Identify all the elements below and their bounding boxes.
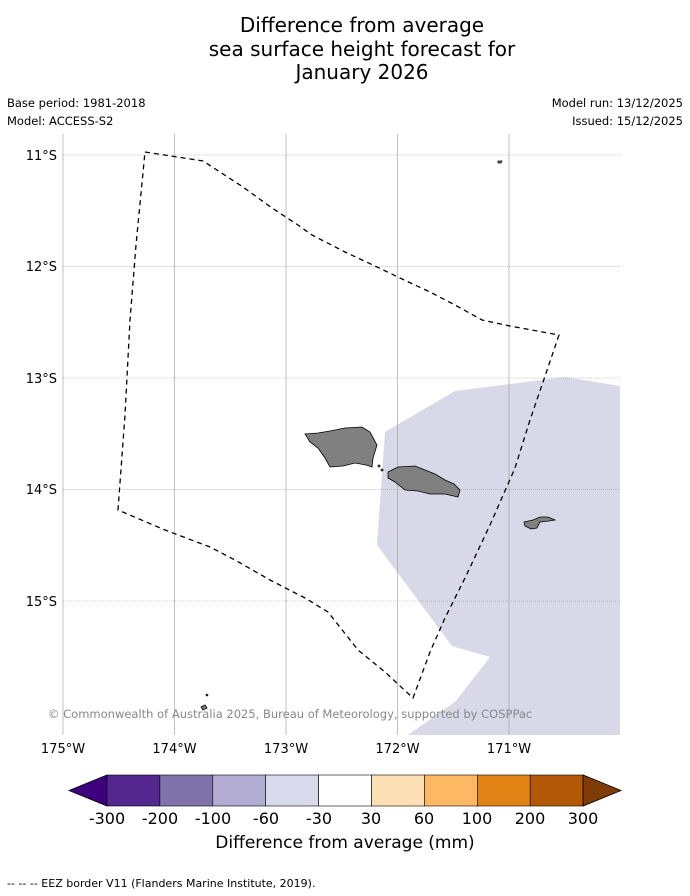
colorbar-bin-3: [212, 774, 267, 807]
island-north-islet: [497, 160, 503, 164]
lon-tick-173: 173°W: [264, 742, 308, 757]
lon-tick-labels: 175°W 174°W 173°W 172°W 171°W: [41, 742, 531, 757]
meta-left: Base period: 1981-2018 Model: ACCESS-S2: [7, 94, 146, 130]
cb-tick-4: -30: [306, 809, 332, 828]
colorbar-bin-6: [371, 774, 425, 807]
lon-tick-172: 172°W: [375, 742, 419, 757]
cb-tick-8: 200: [515, 809, 546, 828]
colorbar-bin-2: [159, 774, 214, 807]
issued-label: Issued: 15/12/2025: [572, 114, 683, 128]
cb-tick-0: -300: [89, 809, 125, 828]
colorbar-bin-1: [106, 774, 161, 807]
land: [200, 160, 557, 711]
colorbar-bin-4: [265, 774, 319, 807]
lon-tick-175: 175°W: [41, 742, 85, 757]
title-line-3: January 2026: [295, 60, 429, 84]
colorbar-extend-high: [582, 774, 623, 807]
cb-tick-6: 60: [414, 809, 434, 828]
meta-right: Model run: 13/12/2025 Issued: 15/12/2025: [552, 94, 683, 130]
cb-tick-5: 30: [361, 809, 381, 828]
title-line-2: sea surface height forecast for: [208, 36, 516, 61]
eez-footnote: -- -- -- EEZ border V11 (Flanders Marine…: [7, 877, 316, 890]
eez-border: [117, 151, 560, 700]
island-savaii: [304, 426, 378, 468]
lat-tick-12: 12°S: [26, 260, 57, 275]
lat-tick-11: 11°S: [26, 149, 57, 164]
copyright-text: © Commonwealth of Australia 2025, Bureau…: [48, 707, 532, 721]
cb-tick-1: -200: [142, 809, 178, 828]
island-upolu: [387, 465, 461, 498]
colorbar: [67, 774, 623, 807]
colorbar-bin-7: [424, 774, 478, 807]
colorbar-tick-labels: -300 -200 -100 -60 -30 30 60 100 200 300: [89, 809, 598, 828]
island-tutuila: [523, 516, 557, 530]
cb-tick-7: 100: [462, 809, 493, 828]
islet-sw-dot: [205, 693, 209, 697]
colorbar-extend-low: [67, 774, 108, 807]
island-south-west-islet: [200, 704, 208, 711]
cb-tick-2: -100: [195, 809, 231, 828]
model-run-label: Model run: 13/12/2025: [551, 96, 683, 110]
lat-tick-14: 14°S: [26, 483, 57, 498]
model-label: Model: ACCESS-S2: [7, 114, 114, 128]
lat-tick-labels: 11°S 12°S 13°S 14°S 15°S: [26, 149, 57, 610]
sea-level-anomaly-region: [377, 377, 620, 735]
base-period-label: Base period: 1981-2018: [7, 96, 146, 110]
chart-title: Difference from average sea surface heig…: [0, 13, 690, 85]
islet-manono: [380, 468, 384, 472]
colorbar-bin-9: [529, 774, 584, 807]
lon-tick-174: 174°W: [152, 742, 196, 757]
lon-tick-171: 171°W: [487, 742, 531, 757]
cb-tick-9: 300: [568, 809, 599, 828]
colorbar-title: Difference from average (mm): [215, 833, 475, 853]
colorbar-bin-5: [318, 774, 372, 807]
colorbar-bin-8: [476, 774, 531, 807]
cb-tick-3: -60: [253, 809, 279, 828]
islet-apolima: [377, 464, 381, 468]
title-line-1: Difference from average: [239, 13, 485, 37]
lat-tick-15: 15°S: [26, 595, 57, 610]
lat-tick-13: 13°S: [26, 372, 57, 387]
gridlines: [62, 134, 620, 735]
